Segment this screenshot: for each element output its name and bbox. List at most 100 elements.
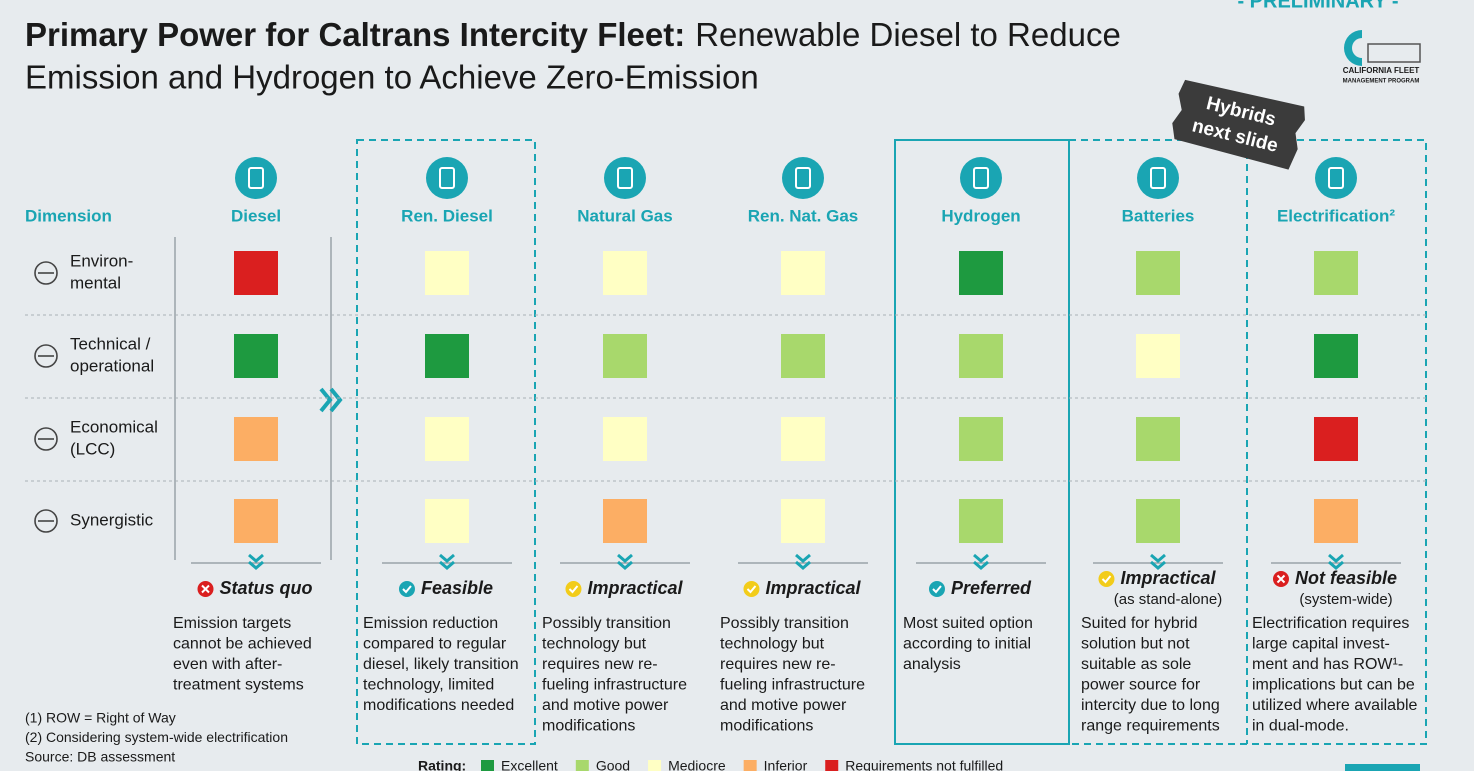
option-icon: [235, 157, 277, 199]
description: compared to regular: [363, 636, 507, 653]
description: power source for: [1081, 677, 1201, 694]
verdict-icon-glyph: [568, 585, 579, 594]
highlight-box: [356, 139, 536, 745]
description: and motive power: [720, 697, 847, 714]
legend-label: Excellent: [501, 758, 558, 771]
description: range requirements: [1081, 718, 1220, 735]
description: ment and has ROW¹-: [1252, 656, 1403, 673]
description: modifications: [542, 718, 635, 735]
verdict-icon-glyph: [932, 585, 942, 594]
description: Electrification requires: [1252, 615, 1409, 632]
chevron-part: [1328, 553, 1344, 563]
rating-cell: [1136, 251, 1180, 295]
rating-cell: [1136, 417, 1180, 461]
arrow: [319, 387, 343, 413]
dimension-label: Environ-: [70, 251, 133, 270]
legend-label: Good: [596, 758, 630, 771]
description: intercity due to long: [1081, 697, 1220, 714]
verdict: Status quo: [220, 578, 313, 598]
chevron-part: [973, 553, 989, 563]
description: even with after-: [173, 656, 282, 673]
option-icon: [782, 157, 824, 199]
title-line: Emission and Hydrogen to Achieve Zero-Em…: [25, 59, 759, 96]
option-name: Diesel: [231, 206, 281, 225]
option-icon-glyph: [439, 167, 455, 189]
option-icon-glyph: [1150, 167, 1166, 189]
verdict: Not feasible: [1295, 568, 1397, 588]
description: implications but can be: [1252, 677, 1415, 694]
rating-cell: [603, 251, 647, 295]
hybrid-box: [1068, 139, 1427, 745]
rating-cell: [1314, 251, 1358, 295]
description: fueling infrastructure: [720, 677, 865, 694]
rating-cell: [1314, 417, 1358, 461]
option-icon-glyph: [617, 167, 633, 189]
chevron: [1328, 553, 1344, 570]
option-name: Natural Gas: [577, 206, 672, 225]
description: requires new re-: [720, 656, 836, 673]
legend-swatch: [743, 760, 757, 771]
title: Primary Power for Caltrans Intercity Fle…: [25, 16, 1121, 53]
verdict-icon: [398, 581, 415, 597]
description: Emission targets: [173, 615, 291, 632]
option-icon: [1315, 157, 1357, 199]
content: Environ-mental Technical / operational Econ…: [25, 157, 1426, 771]
dimension-header: Dimension: [25, 206, 112, 225]
verdict-note: (system-wide): [1299, 591, 1392, 608]
option-icon: [426, 157, 468, 199]
chevron: [795, 553, 811, 570]
verdict: Impractical: [765, 578, 861, 598]
option-icon: [1137, 157, 1179, 199]
chevron-part: [795, 560, 811, 570]
option-icon-glyph: [1328, 167, 1344, 189]
description: treatment systems: [173, 677, 304, 694]
legend-label: Mediocre: [668, 758, 726, 771]
title-text: Renewable Diesel to Reduce: [695, 16, 1121, 53]
description: Suited for hybrid: [1081, 615, 1198, 632]
chevron-part: [617, 560, 633, 570]
rating-cell: [1136, 499, 1180, 543]
rating-cell: [603, 499, 647, 543]
option-name: Electrification²: [1277, 206, 1395, 225]
footnote: Source: DB assessment: [25, 749, 175, 765]
rating-cell: [234, 499, 278, 543]
logo-text: MANAGEMENT PROGRAM: [1343, 79, 1420, 85]
option-name: Ren. Nat. Gas: [748, 206, 859, 225]
description: solution but not: [1081, 636, 1190, 653]
option-icon: [960, 157, 1002, 199]
footer-bar: [1345, 764, 1420, 771]
chevron-part: [439, 553, 455, 563]
rating-cell: [425, 499, 469, 543]
option-icon: [604, 157, 646, 199]
rating-cell: [959, 499, 1003, 543]
rating-cell: [425, 251, 469, 295]
chevron-part: [248, 560, 264, 570]
legend-swatch: [648, 760, 662, 771]
rating-cell: [781, 251, 825, 295]
chevron: [1150, 553, 1166, 570]
dimension-label: operational: [70, 356, 154, 375]
chevron: [439, 553, 455, 570]
rating-cell: [1314, 334, 1358, 378]
description: large capital invest-: [1252, 636, 1390, 653]
option-icon-glyph: [248, 167, 264, 189]
verdict-icon-glyph: [1276, 574, 1286, 584]
verdict-icon: [743, 581, 760, 597]
footnote: (1) ROW = Right of Way: [25, 710, 176, 726]
description: analysis: [903, 656, 961, 673]
dimension-label: Synergistic: [70, 510, 154, 529]
verdict-icon: [1098, 571, 1115, 587]
verdict-icon: [928, 581, 945, 597]
badge: - PRELIMINARY -: [1237, 0, 1398, 12]
verdict-icon-glyph: [746, 585, 757, 594]
description: Possibly transition: [720, 615, 849, 632]
rating-cell: [603, 334, 647, 378]
option-name: Batteries: [1122, 206, 1195, 225]
option-name: Hydrogen: [941, 206, 1020, 225]
rating-cell: [781, 417, 825, 461]
rating-cell: [425, 417, 469, 461]
verdict-icon-glyph: [402, 585, 412, 594]
verdict-icon-glyph: [201, 584, 210, 594]
